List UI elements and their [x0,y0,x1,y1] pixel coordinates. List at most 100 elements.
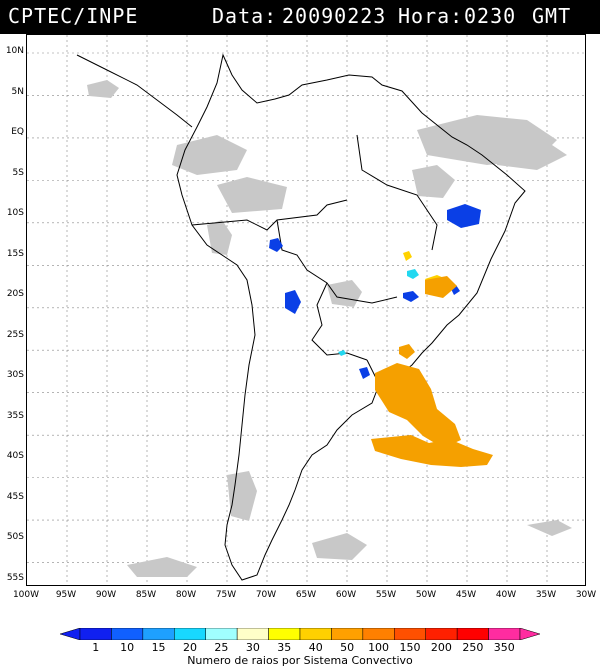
latitude-label: 45S [6,491,24,502]
colorbar-label: 35 [277,641,292,654]
blue-lightning-cell [359,367,370,379]
orange-lightning-cell [371,435,493,467]
map-frame [26,34,586,586]
longitude-label: 85W [135,590,157,600]
internal-borders [191,134,438,386]
longitude-label: 75W [215,590,237,600]
timezone-label: GMT [532,4,572,28]
colorbar-label: 150 [399,641,421,654]
latitude-label: 55S [6,572,24,583]
longitude-label: 100W [12,590,40,600]
title-bar: CPTEC/INPE Data: 20090223 Hora: 0230 GMT [0,0,600,34]
orange-lightning-cell [399,344,415,359]
color-bar [60,628,540,640]
latitude-label: EQ [11,127,24,137]
longitude-label: 55W [375,590,397,600]
cloud-patch [87,80,119,98]
colorbar-label: 1 [92,641,100,654]
longitude-label: 95W [55,590,77,600]
colorbar-segment [488,628,521,640]
orange-lightning-cell [425,276,457,298]
colorbar-left-arrow [60,628,81,640]
colorbar-label: 50 [340,641,355,654]
time-value: 0230 [464,4,517,28]
colorbar-label: 250 [462,641,484,654]
colorbar-label: 40 [308,641,323,654]
date-label: Data: [212,4,278,28]
longitude-label: 45W [455,590,477,600]
latitude-label: 5S [12,167,24,178]
latitude-label: 15S [6,248,24,259]
cyan-lightning-cell [338,350,346,356]
cloud-patch [412,165,455,198]
colorbar-label: 350 [493,641,515,654]
colorbar-label: 10 [120,641,135,654]
blue-lightning-cell [403,291,419,302]
colorbar-segment [205,628,238,640]
latitude-label: 40S [6,451,24,461]
time-label: Hora: [398,4,464,28]
colorbar-segment [425,628,458,640]
colorbar-segment [79,628,112,640]
colorbar-segment [174,628,206,640]
colorbar-label: 100 [368,641,390,654]
cloud-patch [527,520,572,536]
grid-lines [27,35,585,585]
latitude-label: 10S [6,208,24,218]
source-label: CPTEC/INPE [8,4,139,28]
colorbar-label: 200 [430,641,452,654]
longitude-label: 50W [415,590,437,600]
colorbar-label: 15 [151,641,166,654]
central-america-outline [76,54,193,128]
colorbar-segment [331,628,364,640]
longitude-label: 30W [575,590,597,600]
longitude-label: 80W [175,590,197,600]
cloud-patch [217,177,287,213]
latitude-label: 20S [6,289,24,299]
latitude-label: 10N [5,46,24,56]
cyan-lightning-cell [407,269,419,279]
colorbar-label: 30 [245,641,260,654]
colorbar-segment [362,628,395,640]
south-america-outline [176,53,526,581]
longitude-label: 35W [535,590,557,600]
lightning-cells [269,204,493,467]
latitude-label: 35S [6,410,24,421]
longitude-label: 65W [295,590,317,600]
latitude-label: 5N [11,86,24,97]
map-canvas [27,35,585,585]
colorbar-label: 20 [183,641,197,654]
colorbar-segment [394,628,426,640]
cloud-cover [87,80,572,577]
colorbar-segment [142,628,175,640]
colorbar-segment [456,628,489,640]
blue-lightning-cell [447,204,481,228]
orange-lightning-cell [375,363,461,448]
cloud-patch [172,135,247,175]
latitude-label: 50S [6,532,24,542]
blue-lightning-cell [285,290,301,314]
longitude-label: 70W [255,590,277,600]
cloud-patch [127,557,197,577]
longitude-label: 60W [335,590,357,600]
colorbar-label: 25 [214,641,229,654]
longitude-label: 90W [95,590,117,600]
cloud-patch [327,280,362,307]
legend-title: Numero de raios por Sistema Convectivo [187,654,413,667]
latitude-label: 25S [6,329,24,340]
colorbar-segment [268,628,301,640]
yellow-lightning-cell [403,251,412,261]
colorbar-right-arrow [519,628,540,640]
colorbar-segment [236,628,269,640]
cloud-patch [312,533,367,560]
latitude-label: 30S [6,370,24,380]
blue-lightning-cell [269,238,283,252]
cloud-patch [227,471,257,521]
coastline [76,53,526,581]
colorbar-segment [299,628,332,640]
cloud-patch [497,135,567,170]
cloud-patch [207,220,232,255]
date-value: 20090223 [282,4,387,28]
colorbar-segment [111,628,144,640]
longitude-label: 40W [495,590,517,600]
